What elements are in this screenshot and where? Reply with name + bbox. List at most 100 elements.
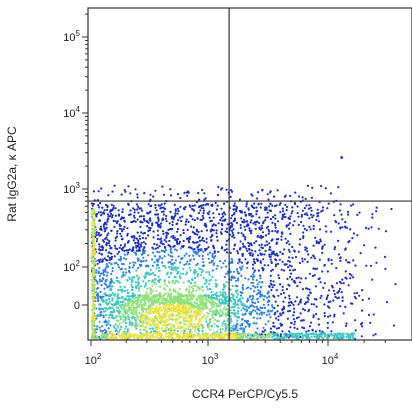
- event-dot: [256, 285, 259, 288]
- event-dot: [276, 310, 279, 313]
- event-dot: [286, 277, 289, 280]
- event-dot: [323, 282, 326, 285]
- event-dot: [301, 260, 304, 263]
- event-dot: [163, 323, 166, 326]
- event-dot: [176, 327, 180, 330]
- event-dot: [253, 334, 256, 337]
- event-dot: [333, 293, 336, 296]
- event-dot: [127, 249, 130, 252]
- event-dot: [156, 264, 159, 267]
- event-dot: [284, 216, 287, 219]
- event-dot: [92, 218, 95, 221]
- event-dot: [251, 278, 254, 281]
- event-dot: [220, 207, 223, 210]
- event-dot: [321, 330, 324, 333]
- event-dot: [168, 288, 171, 291]
- event-dot: [176, 296, 179, 299]
- event-dot: [225, 295, 228, 298]
- event-dot: [298, 333, 301, 336]
- event-dot: [176, 227, 179, 231]
- event-dot: [348, 335, 351, 338]
- event-dot: [101, 258, 104, 261]
- event-dot: [97, 271, 100, 275]
- event-dot: [169, 248, 172, 251]
- event-dot: [361, 298, 364, 302]
- event-dot: [235, 291, 238, 294]
- event-dot: [385, 301, 389, 304]
- event-dot: [269, 279, 272, 282]
- event-dot: [196, 262, 199, 265]
- event-dot: [181, 272, 185, 275]
- event-dot: [294, 300, 297, 303]
- event-dot: [284, 237, 287, 240]
- event-dot: [322, 286, 325, 289]
- event-dot: [196, 328, 199, 331]
- event-dot: [111, 190, 114, 193]
- event-dot: [314, 285, 317, 288]
- event-dot: [212, 333, 216, 336]
- event-dot: [188, 285, 191, 288]
- event-dot: [135, 286, 138, 289]
- event-dot: [99, 295, 102, 298]
- event-dot: [161, 230, 165, 233]
- event-dot: [252, 290, 256, 293]
- event-dot: [183, 306, 186, 309]
- event-dot: [170, 326, 173, 329]
- event-dot: [91, 215, 94, 218]
- event-dot: [152, 251, 155, 254]
- event-dot: [317, 220, 320, 223]
- event-dot: [180, 298, 184, 302]
- event-dot: [375, 206, 378, 209]
- event-dot: [272, 215, 275, 219]
- event-dot: [277, 337, 280, 340]
- event-dot: [161, 302, 164, 305]
- event-dot: [130, 235, 133, 238]
- event-dot: [211, 252, 214, 256]
- event-dot: [160, 306, 163, 309]
- event-dots: [90, 156, 397, 341]
- event-dot: [265, 313, 268, 317]
- event-dot: [198, 317, 201, 320]
- event-dot: [90, 266, 94, 269]
- event-dot: [325, 298, 328, 301]
- event-dot: [226, 304, 229, 307]
- event-dot: [347, 210, 350, 213]
- event-dot: [225, 188, 228, 191]
- event-dot: [191, 327, 194, 330]
- event-dot: [179, 196, 182, 200]
- event-dot: [133, 308, 136, 311]
- event-dot: [267, 228, 270, 231]
- event-dot: [359, 252, 362, 255]
- event-dot: [232, 303, 235, 306]
- event-dot: [146, 287, 149, 290]
- event-dot: [124, 298, 127, 302]
- event-dot: [92, 336, 95, 339]
- event-dot: [144, 311, 147, 314]
- event-dot: [178, 334, 181, 337]
- event-dot: [302, 236, 305, 240]
- event-dot: [268, 253, 271, 256]
- event-dot: [352, 232, 355, 235]
- event-dot: [262, 220, 265, 223]
- event-dot: [230, 329, 233, 332]
- event-dot: [206, 306, 209, 309]
- event-dot: [374, 246, 377, 249]
- event-dot: [98, 303, 101, 306]
- event-dot: [268, 285, 271, 288]
- event-dot: [260, 224, 263, 227]
- event-dot: [209, 220, 212, 223]
- event-dot: [222, 211, 226, 214]
- event-dot: [91, 235, 94, 238]
- event-dot: [237, 300, 240, 303]
- event-dot: [296, 335, 299, 338]
- event-dot: [144, 284, 147, 287]
- event-dot: [215, 294, 218, 297]
- event-dot: [262, 332, 265, 335]
- event-dot: [185, 314, 188, 317]
- event-dot: [222, 291, 225, 294]
- event-dot: [187, 324, 190, 327]
- event-dot: [103, 209, 106, 212]
- event-dot: [112, 219, 115, 222]
- event-dot: [272, 334, 276, 337]
- event-dot: [226, 319, 229, 323]
